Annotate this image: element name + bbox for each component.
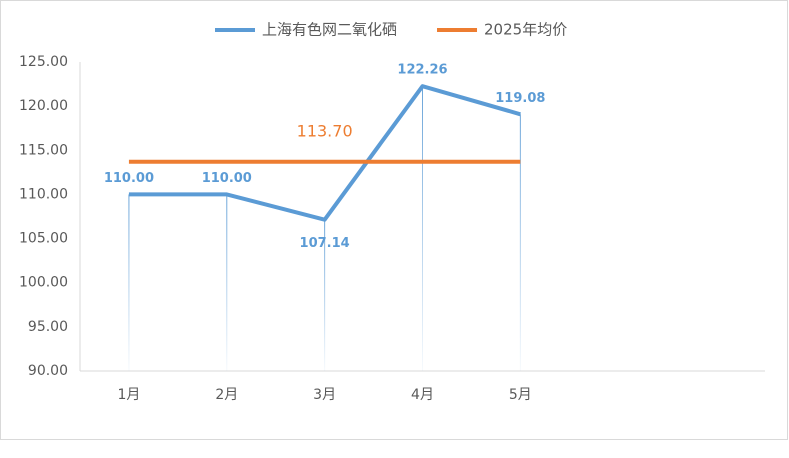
x-tick-label: 5月: [509, 387, 532, 403]
drop-line: [324, 219, 326, 371]
x-tick-label: 4月: [411, 387, 434, 403]
y-tick-label: 105.00: [19, 231, 68, 247]
legend-label: 2025年均价: [484, 21, 567, 39]
x-tick-label: 3月: [313, 387, 336, 403]
y-tick-label: 90.00: [28, 363, 68, 379]
y-tick-label: 120.00: [19, 98, 68, 114]
series-line: [128, 84, 521, 222]
y-tick-label: 95.00: [28, 319, 68, 335]
data-label: 122.26: [397, 63, 447, 78]
drop-line: [519, 114, 521, 372]
legend-label: 上海有色网二氧化硒: [262, 21, 397, 39]
y-tick-label: 100.00: [19, 275, 68, 291]
x-tick-label: 1月: [117, 387, 140, 403]
y-tick-label: 115.00: [19, 142, 68, 158]
y-tick-label: 125.00: [19, 54, 68, 70]
data-label: 107.14: [300, 236, 350, 251]
data-label: 110.00: [104, 171, 154, 186]
data-label: 113.70: [297, 121, 353, 140]
drop-line: [226, 194, 228, 371]
drop-line: [422, 86, 423, 372]
chart-border: [0, 0, 788, 440]
y-tick-label: 110.00: [19, 186, 68, 202]
data-label: 119.08: [495, 91, 545, 106]
x-tick-label: 2月: [215, 387, 238, 403]
data-label: 110.00: [202, 171, 252, 186]
drop-line: [128, 194, 130, 371]
